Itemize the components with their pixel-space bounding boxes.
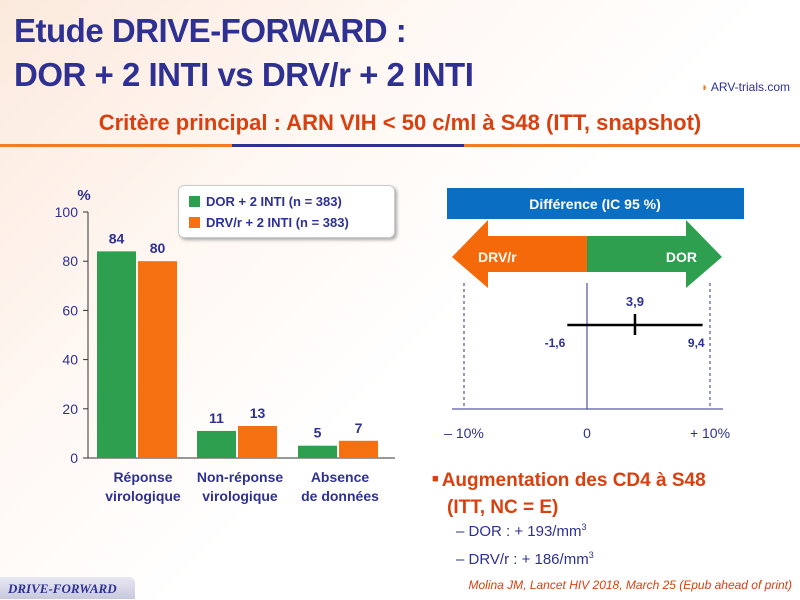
legend-item: DRV/r + 2 INTI (n = 383) bbox=[189, 212, 384, 233]
footer-tab: DRIVE-FORWARD bbox=[0, 577, 135, 599]
legend-swatch bbox=[189, 196, 200, 207]
legend-label: DRV/r + 2 INTI (n = 383) bbox=[206, 215, 349, 230]
y-tick-label: 100 bbox=[55, 204, 79, 220]
logo: ◗ ARV-trials.com bbox=[700, 80, 790, 94]
title-line-1: Etude DRIVE-FORWARD : bbox=[14, 12, 407, 49]
data-label: 80 bbox=[150, 240, 166, 256]
legend-label: DOR + 2 INTI (n = 383) bbox=[206, 194, 342, 209]
y-tick-label: 80 bbox=[62, 253, 78, 269]
category-label: Absence de données bbox=[301, 469, 379, 504]
legend: DOR + 2 INTI (n = 383) DRV/r + 2 INTI (n… bbox=[178, 185, 395, 238]
forest-header bbox=[447, 188, 744, 219]
category-label: Réponse virologique bbox=[105, 469, 181, 504]
forest-title: Différence (IC 95 %) bbox=[529, 196, 660, 212]
citation: Molina JM, Lancet HIV 2018, March 25 (Ep… bbox=[468, 578, 792, 592]
cd4-dor: – DOR : + 193/mm3 bbox=[456, 522, 587, 540]
category-label: Non-réponse virologique bbox=[196, 469, 284, 504]
subtitle: Critère principal : ARN VIH < 50 c/ml à … bbox=[98, 110, 702, 135]
ci-lower-label: -1,6 bbox=[545, 336, 566, 350]
estimate-label: 3,9 bbox=[626, 294, 644, 309]
data-label: 11 bbox=[209, 410, 224, 426]
data-label: 13 bbox=[250, 405, 266, 421]
forest-tick-label: + 10% bbox=[690, 425, 730, 441]
divider bbox=[0, 144, 800, 147]
y-tick-label: 40 bbox=[62, 352, 78, 368]
bar bbox=[197, 430, 236, 458]
title-line-2: DOR + 2 INTI vs DRV/r + 2 INTI bbox=[14, 56, 474, 93]
bar bbox=[138, 261, 177, 458]
forest-tick-label: 0 bbox=[583, 425, 591, 441]
legend-swatch bbox=[189, 217, 200, 228]
cd4-drv: – DRV/r : + 186/mm3 bbox=[456, 550, 594, 568]
bar bbox=[298, 445, 337, 458]
data-label: 7 bbox=[355, 420, 363, 436]
forest-tick-label: – 10% bbox=[444, 425, 484, 441]
y-tick-label: 60 bbox=[62, 302, 78, 318]
y-tick-label: 20 bbox=[62, 401, 78, 417]
bar bbox=[97, 251, 136, 458]
data-label: 5 bbox=[314, 425, 322, 441]
ci-upper-label: 9,4 bbox=[688, 336, 705, 350]
cd4-heading: ■ Augmentation des CD4 à S48 (ITT, NC = E… bbox=[432, 470, 706, 518]
y-axis-label: % bbox=[77, 187, 90, 204]
drv-arrow bbox=[452, 220, 587, 288]
y-tick-label: 0 bbox=[70, 450, 78, 466]
bar bbox=[238, 426, 277, 458]
drv-label: DRV/r bbox=[478, 249, 517, 265]
legend-item: DOR + 2 INTI (n = 383) bbox=[189, 191, 384, 212]
data-label: 84 bbox=[109, 230, 125, 246]
dor-arrow bbox=[587, 220, 722, 288]
bar bbox=[339, 440, 378, 458]
dor-label: DOR bbox=[666, 249, 697, 265]
